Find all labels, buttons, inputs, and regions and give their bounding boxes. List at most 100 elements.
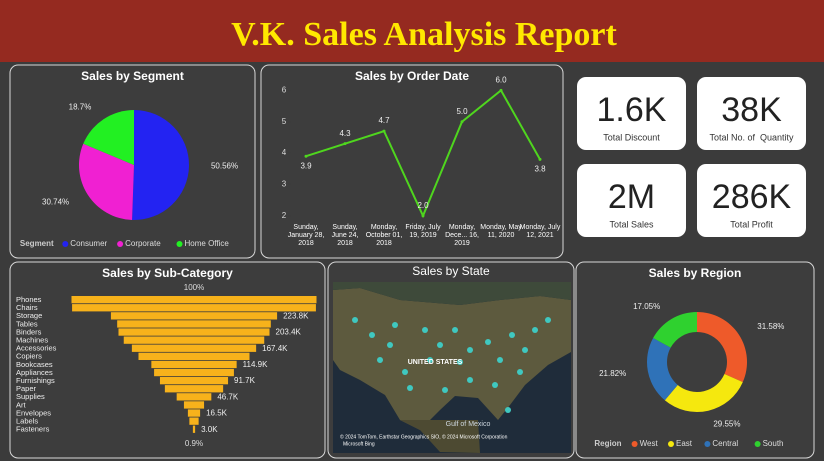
top-label: 100% (184, 283, 204, 292)
map-title: Sales by State (412, 264, 490, 278)
x-tick-label: Sunday, June 24, 2018 (331, 224, 359, 247)
y-tick-label: 5 (282, 117, 287, 126)
data-label: 114.9K (243, 360, 268, 369)
x-tick-label: Monday, Dece... 16, 2019 (445, 224, 479, 247)
data-label: 3.0K (201, 425, 218, 434)
kpi-value: 286K (712, 178, 792, 216)
bar (176, 393, 212, 401)
data-label: 50.56% (211, 161, 238, 170)
data-label: 46.7K (217, 392, 239, 401)
category-label: Art (16, 400, 27, 409)
data-label: 21.82% (599, 369, 626, 378)
bar (117, 320, 271, 328)
legend-swatch (62, 241, 69, 247)
bar (192, 425, 196, 433)
map-label: UNITED STATES (408, 359, 463, 366)
category-label: Appliances (16, 368, 53, 377)
slice (79, 143, 134, 220)
bar (159, 377, 229, 385)
bar (151, 360, 237, 369)
header-band (0, 0, 824, 62)
x-tick-label: Monday, May 11, 2020 (480, 224, 522, 239)
legend-title: Segment (20, 239, 54, 248)
category-label: Furnishings (16, 376, 55, 385)
category-label: Supplies (16, 392, 45, 401)
data-label: 223.8K (283, 311, 309, 320)
category-label: Machines (16, 336, 48, 345)
legend-title: Region (594, 439, 621, 448)
bar (131, 344, 257, 352)
legend-label: East (676, 439, 693, 448)
bottom-label: 0.9% (185, 439, 203, 448)
data-label: 203.4K (276, 328, 302, 337)
chart-title: Sales by Segment (81, 69, 184, 83)
category-label: Envelopes (16, 408, 51, 417)
kpi-value: 2M (608, 178, 655, 216)
y-tick-label: 3 (282, 180, 287, 189)
data-label: 29.55% (713, 419, 740, 428)
point (304, 154, 308, 158)
chart-title: Sales by Region (649, 266, 742, 280)
legend-swatch (176, 241, 183, 247)
point (421, 214, 425, 218)
point (499, 88, 503, 92)
legend-swatch (668, 441, 674, 447)
map-brand: Microsoft Bing (343, 441, 375, 447)
category-label: Storage (16, 311, 42, 320)
legend-label: West (640, 439, 659, 448)
category-label: Phones (16, 295, 42, 304)
x-tick-label: Friday, July 19, 2019 (405, 224, 441, 239)
legend-label: South (763, 439, 784, 448)
data-label: 4.3 (339, 129, 351, 138)
category-label: Chairs (16, 303, 38, 312)
slice (132, 110, 189, 220)
bar (71, 296, 317, 304)
x-tick-label: Monday, July 12, 2021 (519, 224, 561, 239)
y-tick-label: 6 (282, 86, 287, 95)
bar (187, 409, 201, 417)
map-label: Gulf of Mexico (446, 421, 491, 428)
x-tick-label: Sunday, January 28, 2018 (287, 224, 325, 247)
data-label: 16.5K (206, 409, 228, 418)
kpi-value: 38K (721, 91, 782, 129)
data-label: 167.4K (262, 344, 288, 353)
legend-label: Central (712, 439, 738, 448)
category-label: Accessories (16, 344, 57, 353)
category-label: Labels (16, 417, 38, 426)
kpi-label: Total Sales (609, 219, 654, 229)
bar (118, 328, 270, 336)
legend-label: Corporate (125, 239, 161, 248)
y-tick-label: 2 (282, 211, 287, 220)
bar (72, 304, 316, 312)
category-label: Tables (16, 319, 38, 328)
legend-swatch (704, 441, 711, 447)
page-title: V.K. Sales Analysis Report (231, 16, 617, 53)
category-label: Bookcases (16, 360, 53, 369)
legend-swatch (754, 441, 761, 447)
bar (110, 312, 278, 320)
data-label: 30.74% (42, 197, 69, 206)
data-label: 31.58% (757, 322, 784, 331)
legend-swatch (117, 241, 124, 247)
slice (664, 374, 743, 412)
data-label: 6.0 (495, 76, 507, 85)
bar (154, 368, 234, 377)
legend-swatch (631, 441, 638, 447)
kpi-value: 1.6K (597, 91, 667, 129)
chart-title: Sales by Sub-Category (102, 266, 233, 280)
point (460, 120, 464, 124)
legend-label: Home Office (185, 239, 230, 248)
category-label: Fasteners (16, 425, 50, 434)
point (382, 129, 386, 133)
point (343, 142, 347, 146)
kpi-label: Total Profit (730, 219, 773, 229)
data-label: 3.9 (300, 161, 312, 170)
map-credit: © 2024 TomTom, Earthstar Geographics SIO… (340, 433, 508, 440)
category-label: Copiers (16, 352, 42, 361)
slice (646, 338, 678, 401)
category-label: Paper (16, 384, 37, 393)
category-label: Binders (16, 327, 42, 336)
bar (183, 401, 205, 409)
legend-label: Consumer (70, 239, 107, 248)
